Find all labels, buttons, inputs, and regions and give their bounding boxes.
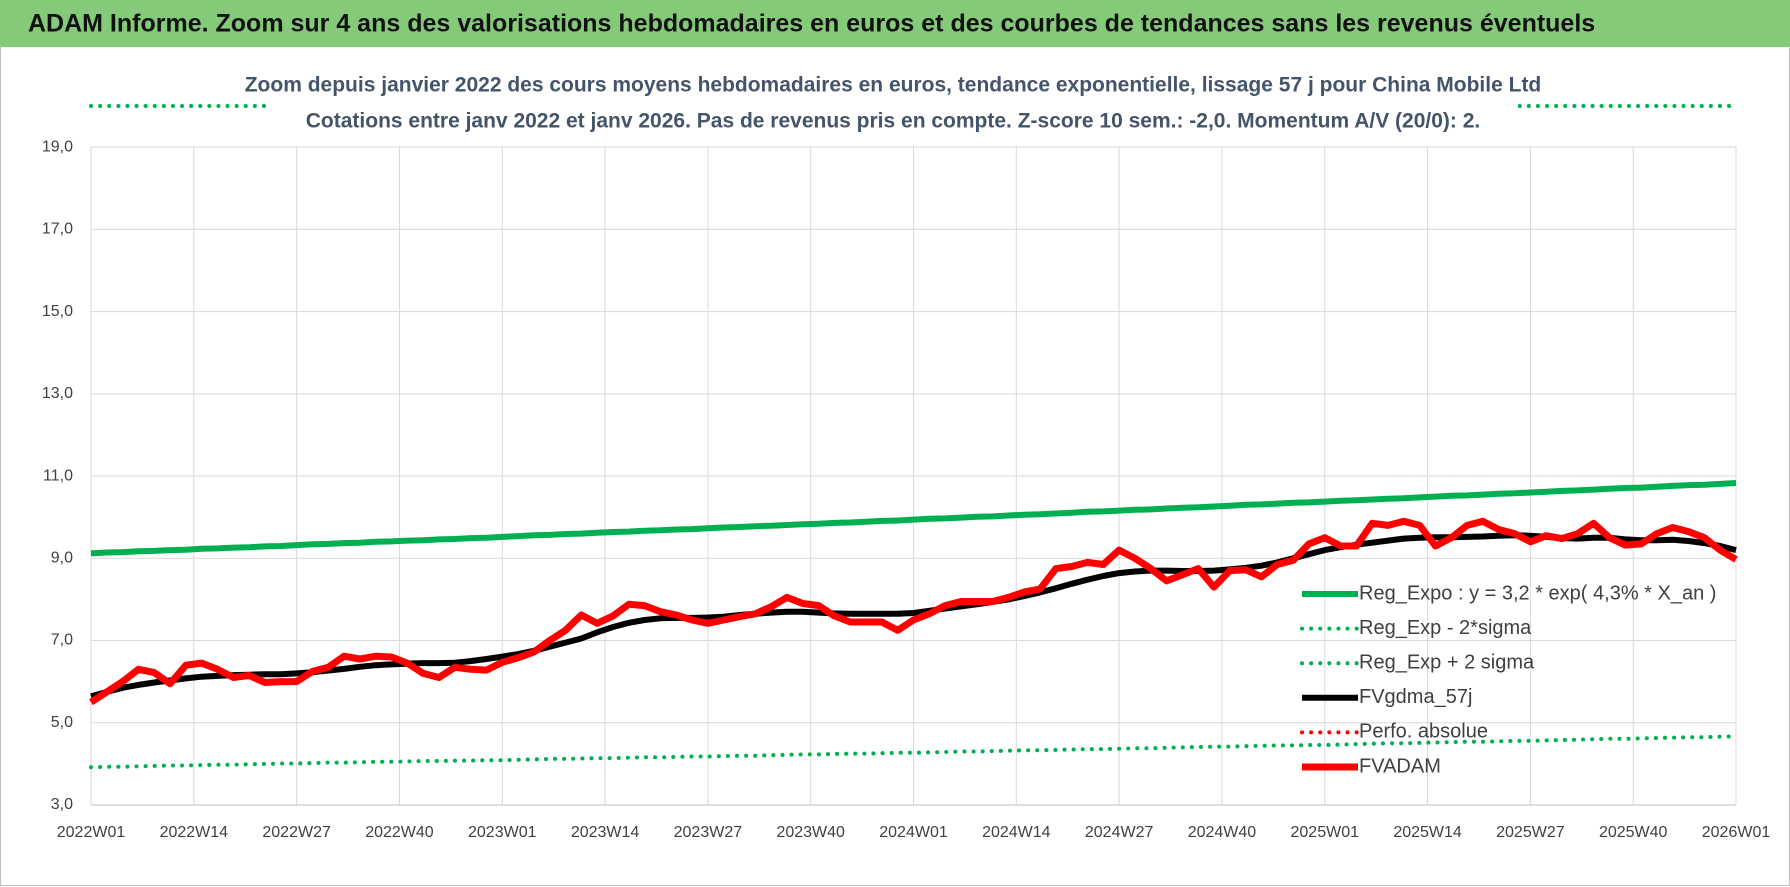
y-tick-label: 19,0 xyxy=(42,138,73,155)
series-line xyxy=(90,532,1737,700)
x-tick-label: 2023W40 xyxy=(776,824,845,841)
x-tick-label: 2024W40 xyxy=(1188,824,1257,841)
page-title: ADAM Informe. Zoom sur 4 ans des valoris… xyxy=(28,10,1595,38)
series-line xyxy=(89,517,1738,706)
chart-subtitle: Cotations entre janv 2022 et janv 2026. … xyxy=(306,110,1480,133)
y-tick-label: 9,0 xyxy=(51,550,73,567)
legend-label: FVgdma_57j xyxy=(1359,686,1472,708)
y-tick-label: 15,0 xyxy=(42,303,73,320)
y-tick-label: 11,0 xyxy=(43,467,73,484)
legend-label: Reg_Exp + 2 sigma xyxy=(1359,651,1535,673)
y-tick-label: 7,0 xyxy=(51,632,73,649)
header-bar xyxy=(0,0,1790,47)
series-line xyxy=(89,734,1738,770)
x-tick-label: 2023W27 xyxy=(674,824,743,841)
y-tick-label: 5,0 xyxy=(51,714,73,731)
x-tick-label: 2026W01 xyxy=(1702,824,1771,841)
series-line xyxy=(90,480,1737,557)
x-tick-label: 2022W14 xyxy=(160,824,229,841)
y-tick-label: 17,0 xyxy=(42,221,73,238)
x-tick-label: 2025W14 xyxy=(1393,824,1462,841)
x-tick-label: 2023W01 xyxy=(468,824,537,841)
y-tick-label: 13,0 xyxy=(42,385,73,402)
subtitle-box xyxy=(268,70,1518,138)
legend: Reg_Expo : y = 3,2 * exp( 4,3% * X_an ) R… xyxy=(1300,582,1716,777)
legend-label: Reg_Expo : y = 3,2 * exp( 4,3% * X_an ) xyxy=(1359,582,1716,604)
chart-title: Zoom depuis janvier 2022 des cours moyen… xyxy=(245,74,1542,97)
legend-label: FVADAM xyxy=(1359,755,1441,777)
legend-label: Perfo. absolue xyxy=(1359,721,1488,743)
x-tick-label: 2025W40 xyxy=(1599,824,1668,841)
legend-label: Reg_Exp - 2*sigma xyxy=(1359,617,1532,639)
y-tick-label: 3,0 xyxy=(51,796,73,813)
x-tick-label: 2022W27 xyxy=(262,824,331,841)
x-tick-label: 2022W40 xyxy=(365,824,434,841)
x-tick-label: 2025W27 xyxy=(1496,824,1565,841)
x-tick-label: 2024W01 xyxy=(879,824,948,841)
x-tick-label: 2024W27 xyxy=(1085,824,1154,841)
x-tick-label: 2025W01 xyxy=(1291,824,1360,841)
x-tick-label: 2022W01 xyxy=(57,824,126,841)
x-tick-label: 2024W14 xyxy=(982,824,1051,841)
x-tick-label: 2023W14 xyxy=(571,824,640,841)
